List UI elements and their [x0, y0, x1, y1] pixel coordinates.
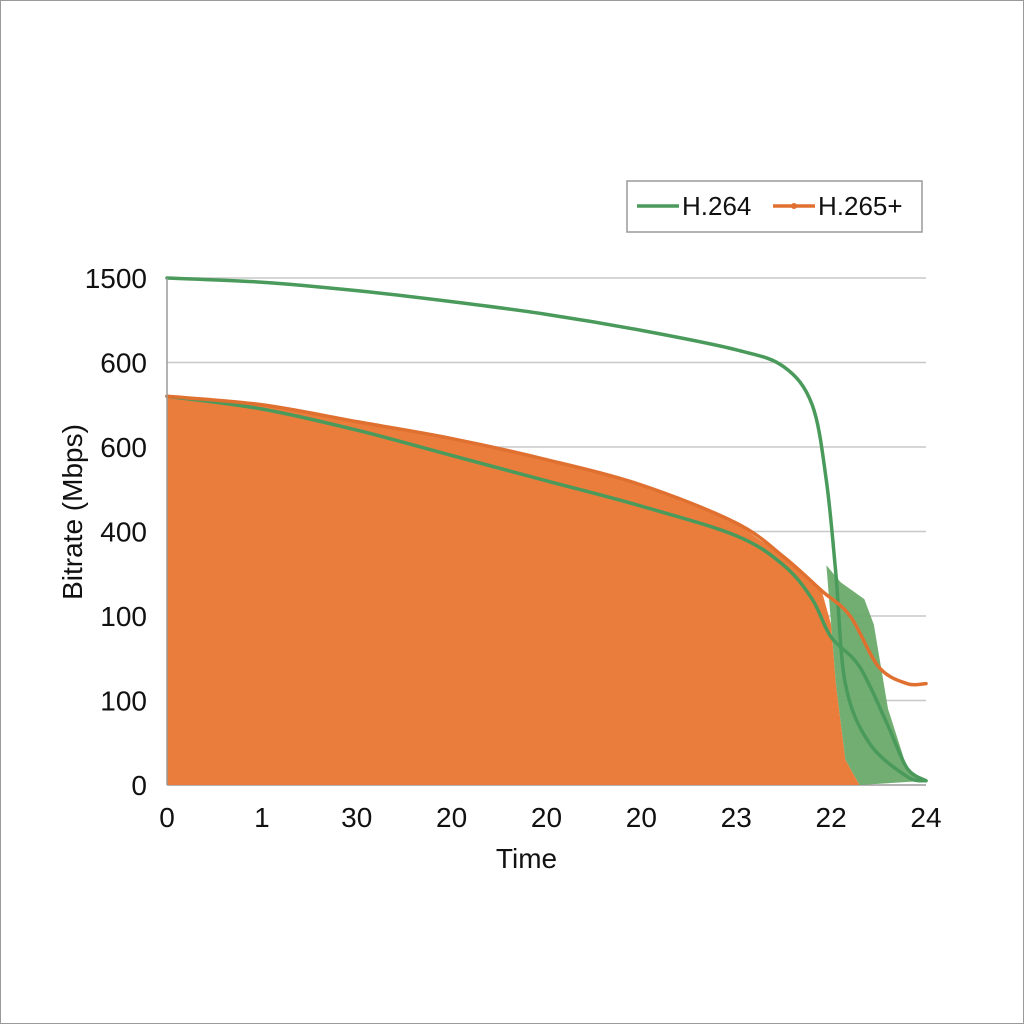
y-tick-label: 1500 — [85, 263, 147, 294]
y-tick-label: 600 — [100, 432, 147, 463]
x-tick-label: 23 — [721, 802, 752, 833]
x-tick-label: 22 — [816, 802, 847, 833]
chart-areas — [167, 396, 926, 785]
x-axis-label: Time — [496, 843, 557, 874]
legend-label: H.264 — [682, 191, 751, 221]
series-line-0 — [165, 276, 928, 783]
x-tick-labels: 0 1 30 20 20 20 23 22 24 — [159, 802, 941, 833]
x-tick-label: 24 — [910, 802, 941, 833]
x-tick-label: 1 — [254, 802, 270, 833]
y-tick-label: 400 — [100, 517, 147, 548]
series-line-1 — [165, 394, 928, 783]
series-line-2 — [165, 394, 928, 687]
x-tick-label: 30 — [341, 802, 372, 833]
y-axis-label: Bitrate (Mbps) — [57, 424, 88, 600]
x-tick-label: 20 — [531, 802, 562, 833]
legend-label: H.265+ — [818, 191, 903, 221]
x-tick-label: 20 — [436, 802, 467, 833]
h265-fill-area — [167, 396, 860, 785]
legend: H.264 H.265+ — [626, 180, 923, 233]
x-tick-label: 20 — [626, 802, 657, 833]
y-tick-label: 0 — [131, 770, 147, 801]
chart-lines — [165, 276, 928, 783]
y-tick-label: 600 — [100, 348, 147, 379]
y-tick-label: 100 — [100, 686, 147, 717]
legend-marker — [791, 203, 797, 209]
x-tick-label: 0 — [159, 802, 175, 833]
y-tick-label: 100 — [100, 601, 147, 632]
y-tick-labels: 0 100 100 400 600 600 1500 — [85, 263, 147, 801]
